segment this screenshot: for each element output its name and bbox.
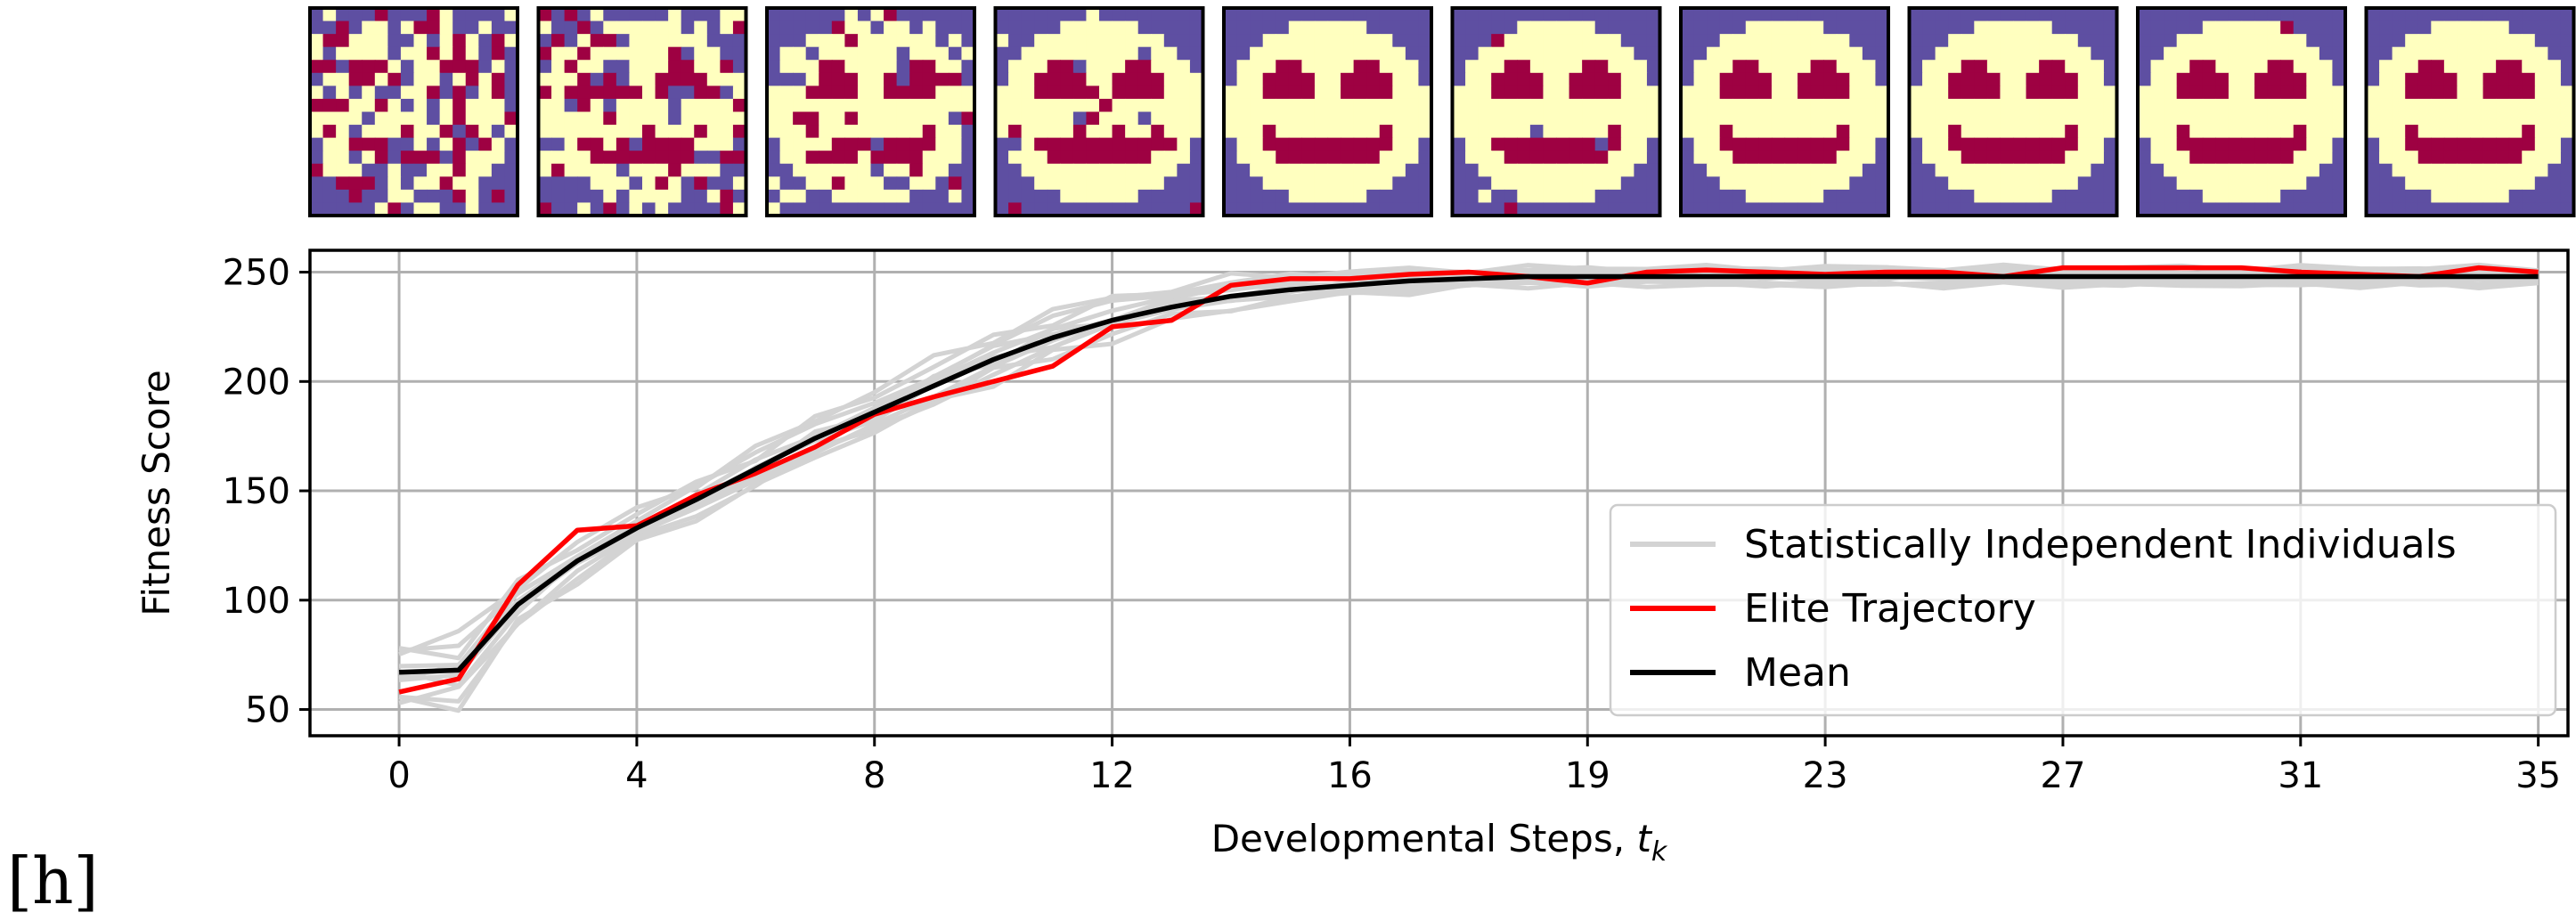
y-axis-ticks: 50 100 150 200 250 <box>223 253 310 731</box>
legend-label-mean: Mean <box>1744 650 1851 696</box>
legend: Statistically Independent Individuals El… <box>1609 503 2557 717</box>
x-tick-label: 16 <box>1327 755 1373 796</box>
chart: 0 4 8 12 16 19 23 27 31 35 50 100 150 200 250 Develop… <box>135 249 2570 868</box>
corner-mark: [h] <box>7 844 99 918</box>
legend-label-individuals: Statistically Independent Individuals <box>1744 522 2457 567</box>
legend-box <box>1609 503 2557 717</box>
grid-panel <box>2364 6 2576 217</box>
individual-trajectory <box>398 274 2539 682</box>
x-tick-label: 12 <box>1089 755 1135 796</box>
y-axis-label: Fitness Score <box>135 370 178 615</box>
grid-panel <box>2136 6 2347 217</box>
grid-panel <box>1222 6 1433 217</box>
plot-frame <box>308 249 2570 738</box>
y-tick-label: 250 <box>223 253 290 294</box>
grid-panel <box>1679 6 1890 217</box>
cellular-grid-strip <box>308 6 2576 217</box>
grid-panel <box>765 6 976 217</box>
legend-label-elite: Elite Trajectory <box>1744 586 2036 632</box>
series-elite-trajectory <box>398 265 2539 695</box>
x-tick-label: 31 <box>2278 755 2323 796</box>
x-tick-label: 35 <box>2515 755 2561 796</box>
x-axis-ticks: 0 4 8 12 16 19 23 27 31 35 <box>387 736 2561 796</box>
series-mean <box>399 273 2539 675</box>
y-tick-label: 100 <box>223 581 290 622</box>
x-tick-label: 0 <box>387 755 410 796</box>
x-tick-label: 8 <box>863 755 885 796</box>
grid-panel <box>1450 6 1662 217</box>
x-tick-label: 23 <box>1803 755 1848 796</box>
x-axis-label: Developmental Steps, tk <box>1211 817 1668 868</box>
x-tick-label: 27 <box>2041 755 2086 796</box>
y-tick-label: 200 <box>223 362 290 403</box>
y-tick-label: 150 <box>223 471 290 512</box>
grid-panel <box>993 6 1205 217</box>
y-tick-label: 50 <box>245 690 290 731</box>
grid-panel <box>308 6 519 217</box>
x-tick-label: 4 <box>625 755 648 796</box>
x-tick-label: 19 <box>1565 755 1610 796</box>
grid-panel <box>1907 6 2119 217</box>
grid-panel <box>536 6 748 217</box>
